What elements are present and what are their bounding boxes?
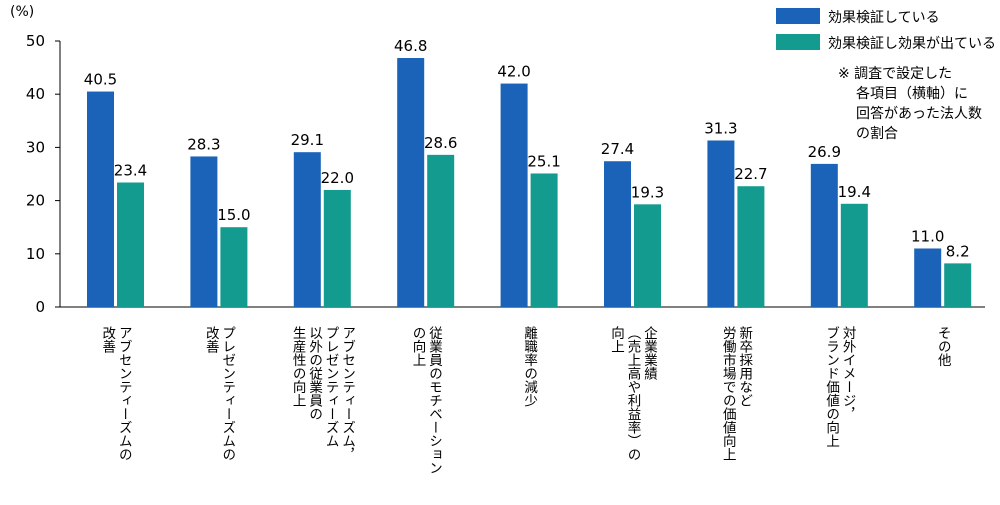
category-label: 生産性の向上 [290, 326, 307, 408]
category-label: 以外の従業員の [306, 326, 323, 421]
data-label: 46.8 [394, 37, 427, 55]
data-label: 27.4 [601, 140, 634, 158]
note-line: 各項目（横軸）に [856, 86, 968, 102]
category-label: （売上高や利益率）の [625, 326, 642, 461]
y-tick-label: 0 [35, 298, 45, 316]
data-label: 28.6 [424, 134, 457, 152]
category-label: 向上 [608, 326, 625, 354]
note-line: の割合 [856, 125, 898, 142]
category-label: その他 [935, 326, 952, 368]
data-label: 40.5 [84, 71, 117, 89]
bar-effective [737, 186, 765, 307]
y-unit-label: (%) [10, 4, 34, 20]
category-label: プレゼンティーズム [323, 326, 340, 448]
bar-verified [397, 58, 425, 307]
category-label: アブセンティーズムの [116, 326, 133, 461]
category-label: 対外イメージ， [840, 326, 857, 421]
note-line: ※ 調査で設定した [838, 66, 952, 82]
data-label: 19.3 [631, 183, 664, 201]
bar-effective [117, 182, 144, 307]
y-tick-label: 10 [26, 245, 45, 263]
category-label: 企業業績 [641, 325, 658, 381]
category-label: 改善 [99, 326, 116, 354]
data-label: 25.1 [527, 152, 560, 170]
data-label: 11.0 [911, 227, 944, 245]
y-tick-label: 40 [26, 85, 45, 103]
data-label: 22.0 [321, 169, 354, 187]
bar-effective [944, 263, 972, 307]
data-label: 42.0 [497, 63, 530, 81]
data-label: 23.4 [114, 162, 147, 180]
category-label: 改善 [203, 326, 220, 354]
category-label: プレゼンティーズムの [219, 326, 236, 462]
category-label: 労働市場での価値向上 [720, 326, 737, 462]
bar-effective [634, 204, 661, 307]
note-line: 回答があった法人数 [856, 105, 982, 122]
category-label: 従業員のモチベーション [426, 326, 443, 475]
bar-effective [220, 227, 248, 307]
y-tick-label: 30 [26, 138, 45, 156]
bar-verified [500, 83, 528, 307]
legend-label: 効果検証し効果が出ている [828, 36, 996, 52]
bar-verified [810, 163, 838, 307]
bar-verified [914, 248, 942, 307]
bar-verified [707, 140, 735, 307]
data-label: 31.3 [704, 119, 737, 137]
legend-swatch [776, 34, 820, 50]
category-label: ブランド価値の向上 [823, 326, 840, 448]
data-label: 15.0 [217, 206, 250, 224]
bar-verified [190, 156, 218, 307]
data-label: 29.1 [291, 131, 324, 149]
bar-verified [293, 152, 321, 307]
bar-verified [87, 91, 114, 307]
legend-swatch [776, 8, 820, 24]
data-label: 28.3 [187, 135, 220, 153]
bar-effective [840, 203, 868, 307]
category-label: アブセンティーズム， [339, 326, 356, 461]
category-label: 離職率の減少 [521, 326, 538, 407]
legend-label: 効果検証している [828, 10, 940, 26]
bars: 40.5 28.3 29.1 46.8 42.0 27.4 31.3 26.9 11.0 23.4… [84, 37, 972, 307]
bar-effective [530, 173, 558, 307]
category-label: の向上 [410, 326, 427, 367]
y-tick-label: 50 [26, 32, 45, 50]
bar-verified [604, 161, 631, 307]
bar-effective [427, 154, 455, 307]
data-label: 22.7 [734, 165, 767, 183]
data-label: 26.9 [808, 143, 841, 161]
category-label: 新卒採用など [736, 326, 753, 408]
data-label: 19.4 [838, 183, 871, 201]
bar-effective [323, 189, 351, 307]
y-tick-label: 20 [26, 192, 45, 210]
data-label: 8.2 [946, 242, 970, 260]
